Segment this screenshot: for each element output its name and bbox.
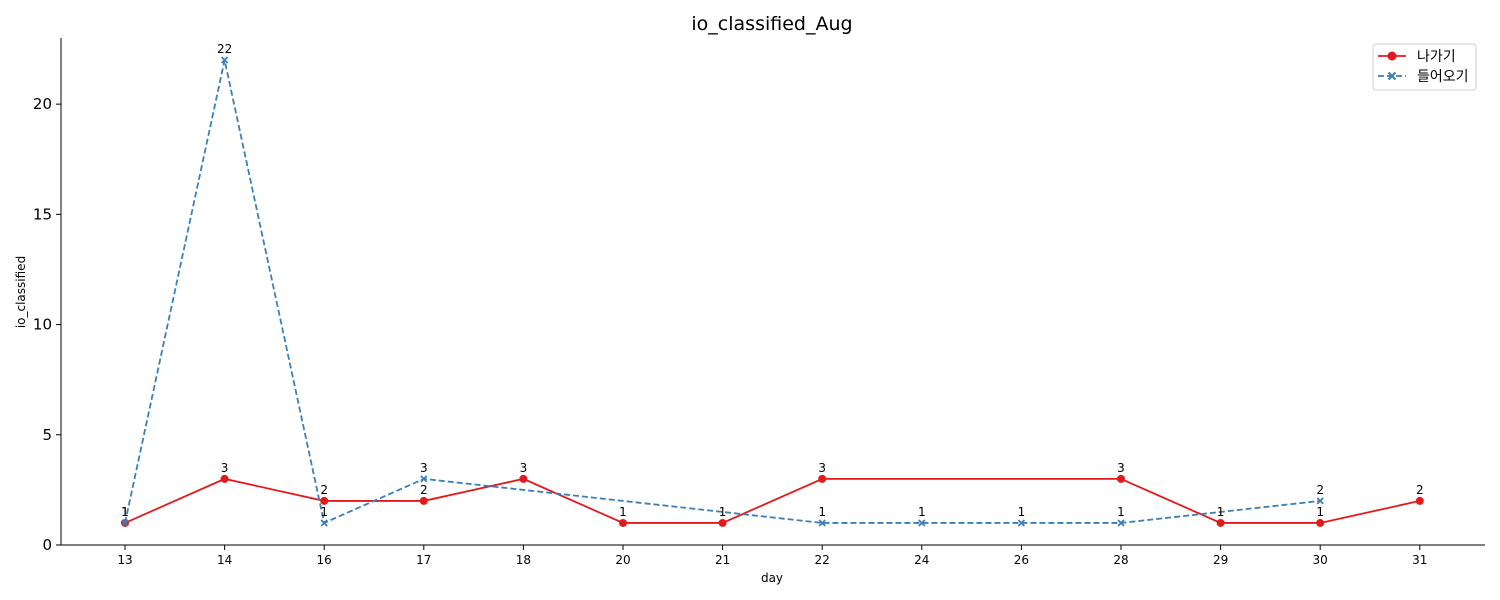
series-1-point [220,56,229,64]
series-1-point [1117,519,1125,527]
data-label: 1 [1316,505,1324,519]
series-1-point [1316,497,1324,505]
data-label: 1 [1217,505,1225,519]
legend-label-1: 들어오기 [1417,69,1469,85]
data-label: 1 [719,505,727,519]
data-label: 1 [918,505,926,519]
data-label: 3 [818,461,826,475]
series-0-point [619,518,627,527]
legend-marker-1 [1387,71,1397,81]
data-label: 1 [1117,505,1125,519]
x-tick-label: 22 [815,553,830,567]
x-tick-label: 17 [416,553,431,567]
data-label: 22 [217,42,232,56]
data-label: 3 [520,461,528,475]
data-label: 3 [1117,461,1125,475]
data-label: 2 [420,483,428,497]
data-label: 2 [1316,483,1324,497]
y-tick-label: 0 [42,536,52,554]
data-label: 3 [221,461,229,475]
x-tick-label: 28 [1113,553,1128,567]
y-axis-label: io_classified [14,256,28,328]
legend-label-0: 나가기 [1417,49,1456,65]
data-label: 1 [320,505,328,519]
y-tick-label: 5 [42,426,52,444]
series-0-point [220,474,229,483]
y-tick-label: 10 [33,316,52,334]
series-1-point [420,475,428,483]
x-tick-label: 24 [914,553,929,567]
series-1-point [1017,519,1026,527]
series-1-point [121,519,129,527]
y-tick-label: 15 [33,205,52,223]
x-tick-label: 31 [1412,553,1427,567]
series-0-point [1415,496,1424,505]
series-0-point [320,496,329,505]
x-tick-label: 13 [117,553,132,567]
x-tick-label: 30 [1313,553,1328,567]
series-1-point [918,519,926,527]
series-line-0 [124,477,1420,524]
series-0-point [1316,518,1325,527]
series-0-point [718,518,727,527]
x-tick-label: 20 [615,553,630,567]
x-axis-label: day [761,571,783,585]
data-label: 1 [619,505,627,519]
series-0-point [818,474,827,483]
data-label: 1 [121,505,129,519]
data-label: 1 [1018,505,1026,519]
data-label: 1 [121,505,129,519]
data-label: 2 [320,483,328,497]
legend-marker-0 [1387,51,1397,61]
x-tick-label: 18 [516,553,531,567]
series-0-point [1117,474,1125,483]
series-line-1 [124,59,1321,525]
series-0-point [1216,518,1225,527]
x-tick-label: 26 [1014,553,1029,567]
x-tick-label: 21 [715,553,730,567]
x-tick-label: 16 [317,553,332,567]
series-1-point [320,519,328,527]
series-1-point [818,519,826,527]
series-0-point [419,496,428,505]
x-tick-label: 29 [1213,553,1228,567]
y-tick-label: 20 [33,95,52,113]
data-label: 3 [420,461,428,475]
x-tick-label: 14 [217,553,232,567]
series-0-point [519,474,528,483]
chart-title: io_classified_Aug [691,13,852,35]
data-label: 1 [818,505,826,519]
data-label: 2 [1416,483,1424,497]
